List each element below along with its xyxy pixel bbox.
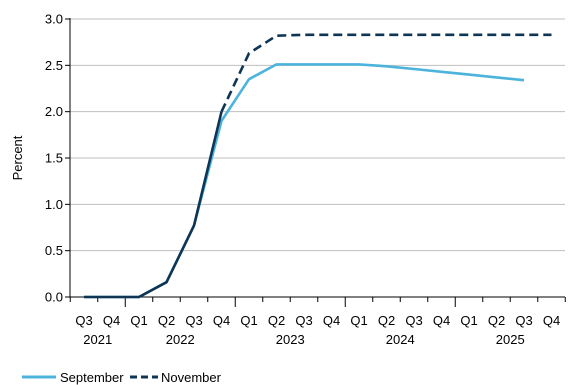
x-year-label: 2024 (386, 332, 415, 347)
y-tick-label: 0.0 (45, 290, 63, 305)
legend-label-september: September (60, 370, 124, 385)
y-axis-title: Percent (10, 135, 25, 180)
x-quarter-label: Q1 (240, 313, 257, 328)
x-quarter-label: Q4 (103, 313, 120, 328)
grid-lines (70, 18, 565, 252)
x-year-label: 2021 (83, 332, 112, 347)
legend-label-november: November (161, 370, 222, 385)
x-quarter-label: Q3 (405, 313, 422, 328)
y-tick-label: 1.0 (45, 197, 63, 212)
x-axis: Q3 Q4 Q1 Q2 Q3 Q4 Q1 Q2 Q3 Q4 Q1 Q2 Q3 Q4 Q1 Q2 Q3 Q4 2021… (69, 296, 566, 347)
x-quarter-label: Q1 (460, 313, 477, 328)
x-quarter-label: Q4 (323, 313, 340, 328)
x-quarter-label: Q4 (543, 313, 560, 328)
x-quarter-label: Q3 (295, 313, 312, 328)
x-quarter-label: Q2 (268, 313, 285, 328)
y-tick-label: 2.0 (45, 104, 63, 119)
series-line-november-dashed (220, 33, 552, 113)
x-year-label: 2023 (276, 332, 305, 347)
legend: September November (22, 370, 222, 385)
x-quarter-label: Q3 (515, 313, 532, 328)
y-tick-label: 3.0 (45, 12, 63, 27)
y-tick-label: 1.5 (45, 151, 63, 166)
x-quarter-label: Q2 (488, 313, 505, 328)
x-quarter-label: Q3 (185, 313, 202, 328)
x-year-label: 2022 (166, 332, 195, 347)
x-quarter-label: Q4 (213, 313, 230, 328)
x-quarter-label: Q4 (433, 313, 450, 328)
series-line-september (84, 63, 525, 299)
series-line-november-solid (84, 111, 223, 299)
x-year-label: 2025 (496, 332, 525, 347)
x-quarter-label: Q1 (350, 313, 367, 328)
y-tick-label: 2.5 (45, 58, 63, 73)
series-lines (84, 33, 552, 299)
x-quarter-label: Q2 (378, 313, 395, 328)
x-quarter-label: Q2 (158, 313, 175, 328)
y-tick-label: 0.5 (45, 243, 63, 258)
y-axis: 0.0 0.5 1.0 1.5 2.0 2.5 3.0 (45, 12, 71, 305)
x-quarter-label: Q3 (75, 313, 92, 328)
x-quarter-label: Q1 (130, 313, 147, 328)
